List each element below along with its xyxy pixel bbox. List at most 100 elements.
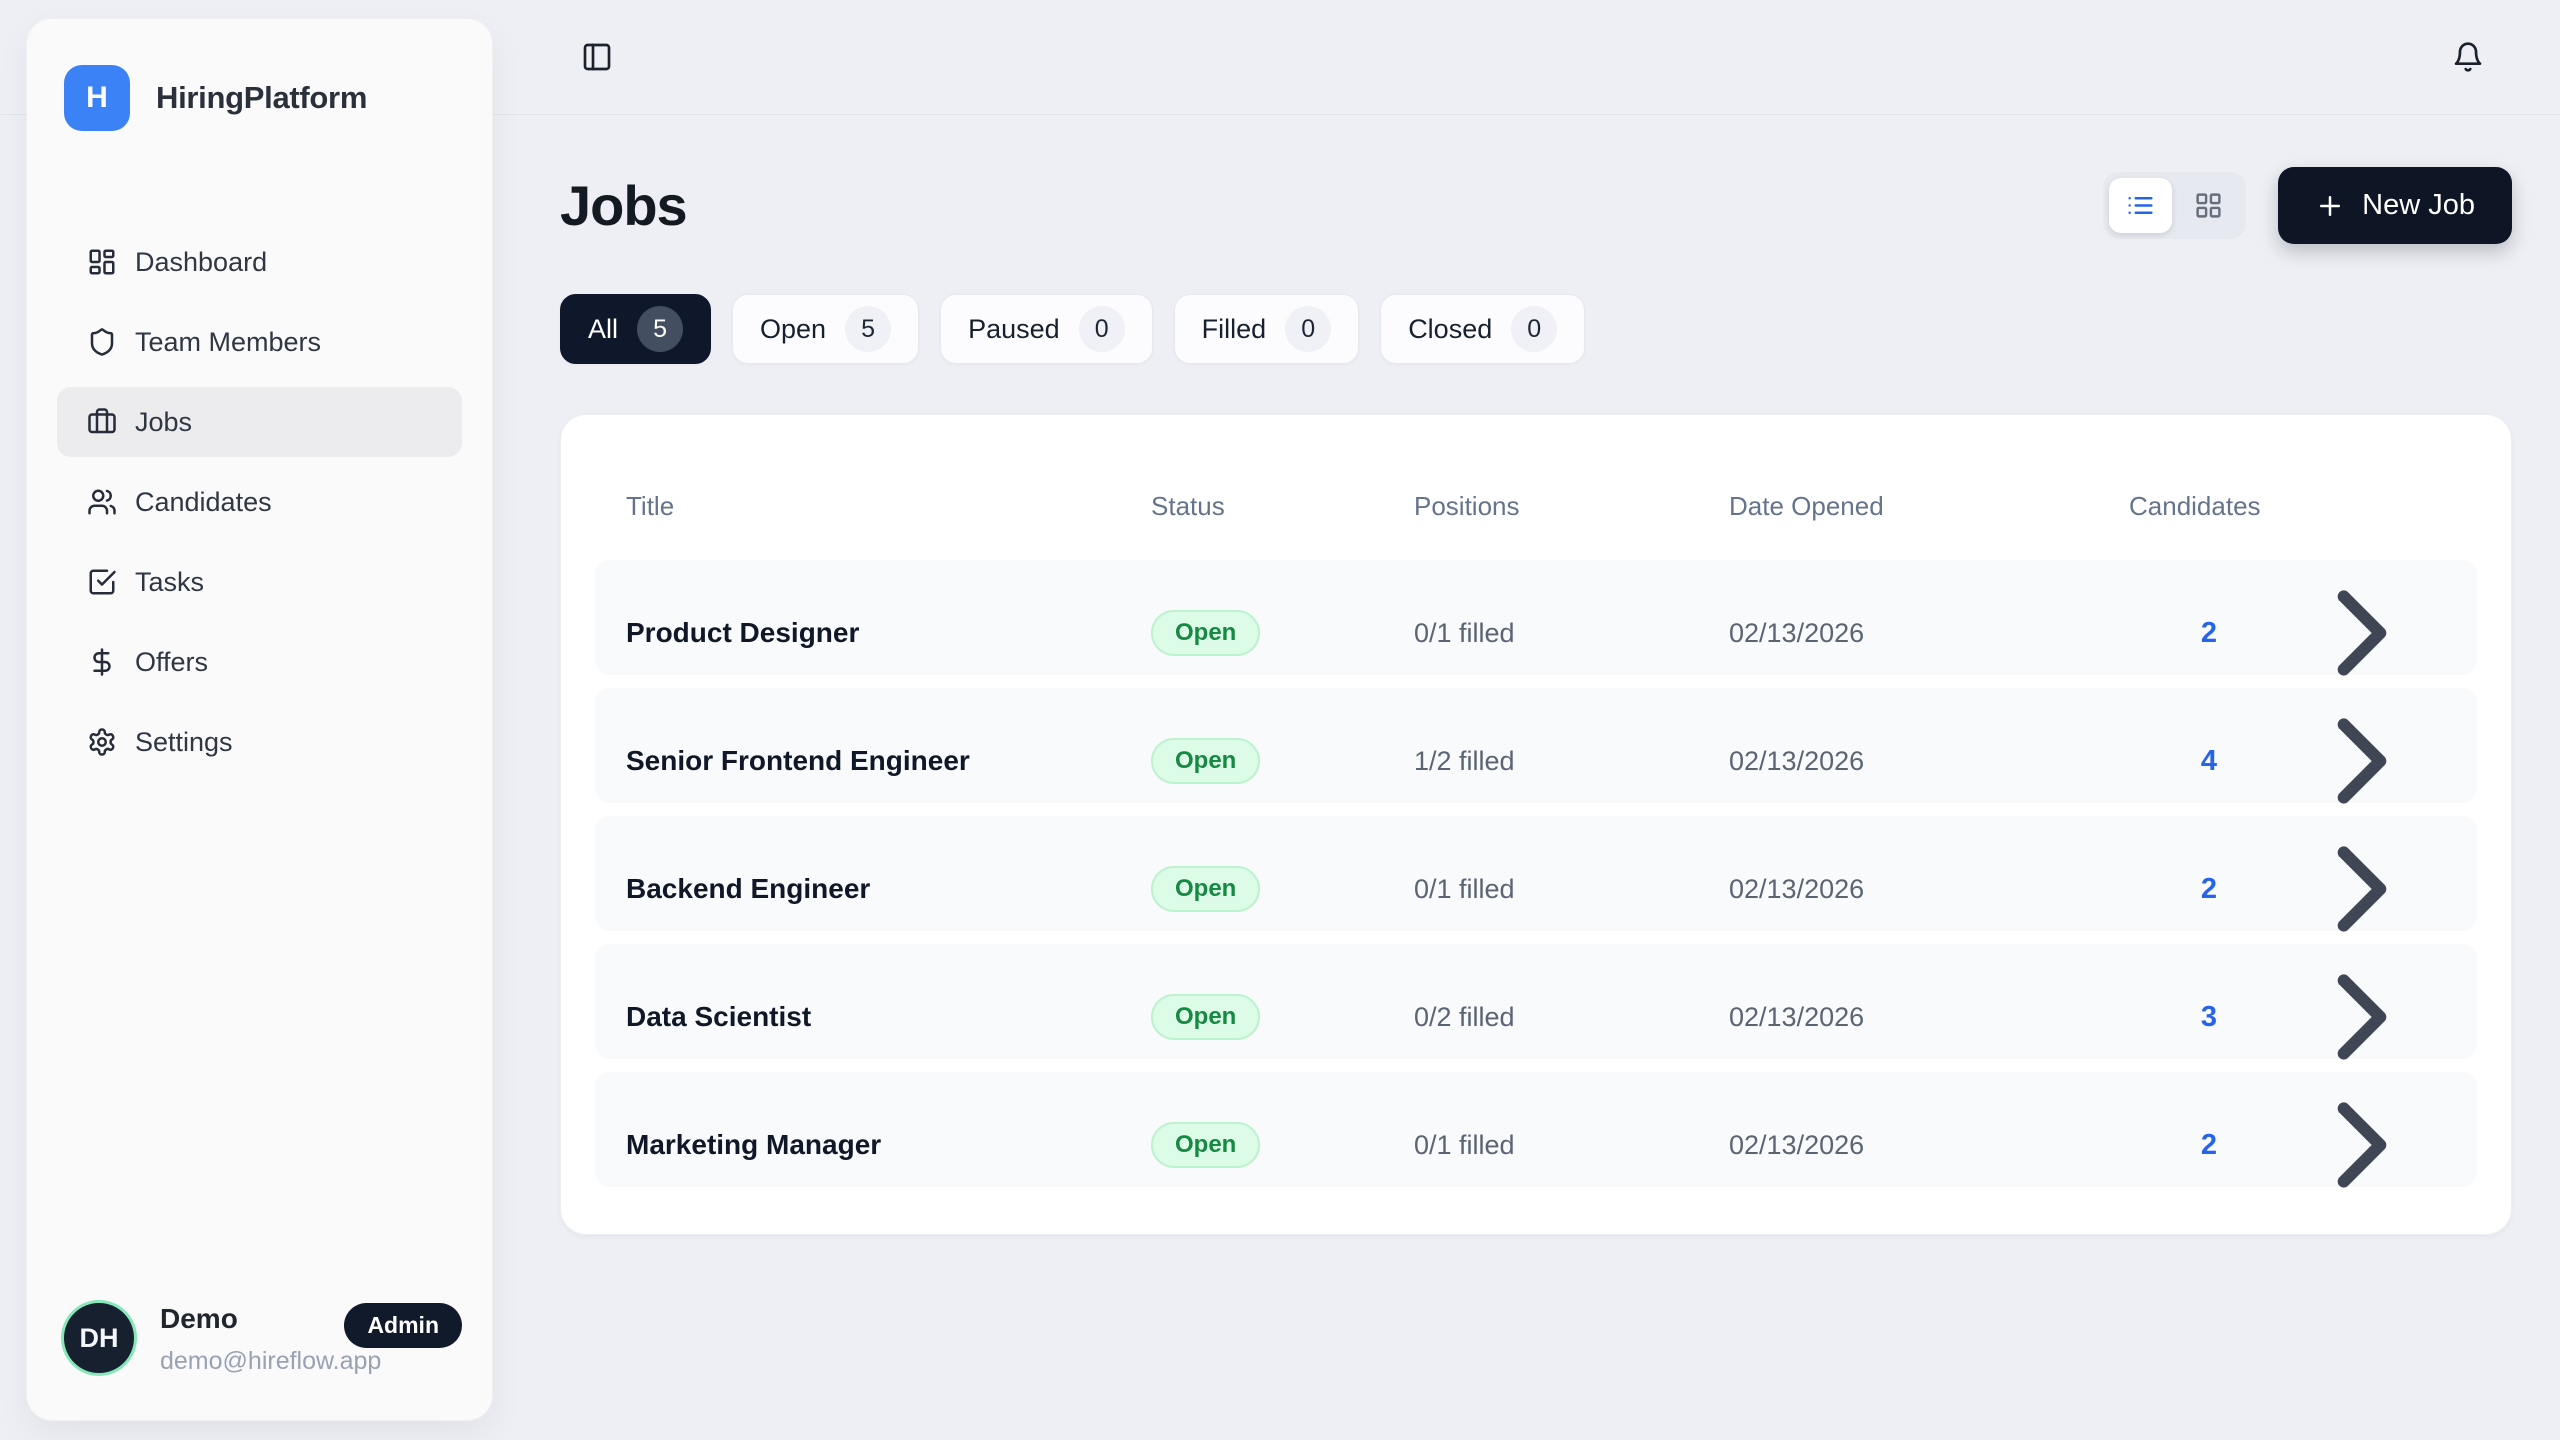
role-badge: Admin bbox=[344, 1303, 462, 1348]
notifications-button[interactable] bbox=[2446, 35, 2490, 79]
row-open-button[interactable] bbox=[2289, 1072, 2477, 1218]
table-header: Title Status Positions Date Opened Candi… bbox=[595, 449, 2477, 560]
briefcase-icon bbox=[87, 407, 117, 437]
filter-tab-open[interactable]: Open 5 bbox=[732, 294, 920, 364]
status-badge: Open bbox=[1151, 610, 1261, 656]
new-job-button[interactable]: New Job bbox=[2278, 167, 2512, 244]
filter-tab-filled[interactable]: Filled 0 bbox=[1173, 294, 1360, 364]
status-cell: Open bbox=[1151, 738, 1261, 784]
user-name: Demo bbox=[160, 1303, 238, 1334]
sidebar-item-label: Tasks bbox=[135, 566, 205, 597]
jobs-table-card: Title Status Positions Date Opened Candi… bbox=[560, 414, 2512, 1235]
column-header-positions: Positions bbox=[1414, 491, 1520, 521]
status-badge: Open bbox=[1151, 1122, 1261, 1168]
status-cell: Open bbox=[1151, 994, 1261, 1040]
chevron-right-icon bbox=[2289, 1072, 2435, 1218]
job-title: Backend Engineer bbox=[626, 873, 871, 904]
settings-icon bbox=[87, 727, 117, 757]
status-badge: Open bbox=[1151, 994, 1261, 1040]
positions-cell: 1/2 filled bbox=[1414, 745, 1515, 776]
job-row-marketing-manager[interactable]: Marketing Manager Open 0/1 filled 02/13/… bbox=[595, 1072, 2477, 1188]
chevron-right-icon bbox=[2289, 688, 2435, 834]
sidebar: H HiringPlatform Dashboard Team Members … bbox=[26, 18, 493, 1421]
filter-tab-all[interactable]: All 5 bbox=[560, 294, 712, 364]
filter-tab-paused[interactable]: Paused 0 bbox=[940, 294, 1153, 364]
job-row-product-designer[interactable]: Product Designer Open 0/1 filled 02/13/2… bbox=[595, 560, 2477, 676]
sidebar-toggle-button[interactable] bbox=[575, 35, 619, 79]
sidebar-item-label: Jobs bbox=[135, 406, 193, 437]
job-row-data-scientist[interactable]: Data Scientist Open 0/2 filled 02/13/202… bbox=[595, 944, 2477, 1060]
sidebar-item-tasks[interactable]: Tasks bbox=[57, 547, 462, 617]
sidebar-item-label: Dashboard bbox=[135, 246, 268, 277]
filter-tab-label: Paused bbox=[968, 313, 1060, 344]
avatar: DH bbox=[64, 1303, 134, 1373]
candidates-count[interactable]: 2 bbox=[2200, 872, 2218, 905]
date-opened-cell: 02/13/2026 bbox=[1729, 873, 1865, 904]
row-open-button[interactable] bbox=[2289, 944, 2477, 1090]
sidebar-item-dashboard[interactable]: Dashboard bbox=[57, 227, 462, 297]
date-opened-cell: 02/13/2026 bbox=[1729, 745, 1865, 776]
row-open-button[interactable] bbox=[2289, 688, 2477, 834]
job-title: Product Designer bbox=[626, 617, 860, 648]
filter-tab-count: 0 bbox=[1511, 306, 1558, 352]
filter-tab-count: 5 bbox=[637, 306, 684, 352]
bell-icon bbox=[2452, 41, 2484, 73]
sidebar-item-label: Candidates bbox=[135, 486, 272, 517]
status-badge: Open bbox=[1151, 866, 1261, 912]
column-header-date-opened: Date Opened bbox=[1729, 491, 1884, 521]
user-meta: Demo demo@hireflow.app bbox=[160, 1301, 381, 1376]
candidates-count[interactable]: 4 bbox=[2200, 744, 2218, 777]
filter-tab-label: Filled bbox=[1201, 313, 1267, 344]
status-cell: Open bbox=[1151, 610, 1261, 656]
filter-tab-label: Closed bbox=[1408, 313, 1493, 344]
job-row-backend-engineer[interactable]: Backend Engineer Open 0/1 filled 02/13/2… bbox=[595, 816, 2477, 932]
candidates-count[interactable]: 2 bbox=[2200, 1128, 2218, 1161]
status-cell: Open bbox=[1151, 866, 1261, 912]
candidates-count[interactable]: 2 bbox=[2200, 616, 2218, 649]
sidebar-item-label: Team Members bbox=[135, 326, 322, 357]
positions-cell: 0/2 filled bbox=[1414, 1001, 1515, 1032]
list-view-icon bbox=[2126, 191, 2155, 220]
positions-cell: 0/1 filled bbox=[1414, 617, 1515, 648]
shield-icon bbox=[87, 327, 117, 357]
status-badge: Open bbox=[1151, 738, 1261, 784]
sidebar-item-offers[interactable]: Offers bbox=[57, 627, 462, 697]
sidebar-item-team-members[interactable]: Team Members bbox=[57, 307, 462, 377]
date-opened-cell: 02/13/2026 bbox=[1729, 1129, 1865, 1160]
sidebar-item-candidates[interactable]: Candidates bbox=[57, 467, 462, 537]
job-title: Senior Frontend Engineer bbox=[626, 745, 970, 776]
list-view-button[interactable] bbox=[2109, 178, 2173, 233]
column-header-candidates: Candidates bbox=[2129, 491, 2261, 521]
brand: H HiringPlatform bbox=[57, 65, 462, 131]
filter-tab-count: 5 bbox=[845, 306, 892, 352]
candidates-count[interactable]: 3 bbox=[2200, 1000, 2218, 1033]
date-opened-cell: 02/13/2026 bbox=[1729, 617, 1865, 648]
job-row-senior-frontend-engineer[interactable]: Senior Frontend Engineer Open 1/2 filled… bbox=[595, 688, 2477, 804]
view-toggle bbox=[2103, 172, 2247, 239]
sidebar-nav: Dashboard Team Members Jobs Candidates T… bbox=[57, 227, 462, 777]
status-cell: Open bbox=[1151, 1122, 1261, 1168]
chevron-right-icon bbox=[2289, 816, 2435, 962]
app-logo: H bbox=[64, 65, 130, 131]
grid-view-button[interactable] bbox=[2177, 178, 2240, 233]
grid-view-icon bbox=[2194, 191, 2223, 220]
column-header-status: Status bbox=[1151, 491, 1225, 521]
filter-tab-count: 0 bbox=[1078, 306, 1125, 352]
sidebar-item-jobs[interactable]: Jobs bbox=[57, 387, 462, 457]
row-open-button[interactable] bbox=[2289, 560, 2477, 706]
status-filters: All 5 Open 5 Paused 0 Filled 0 Closed 0 bbox=[560, 294, 2512, 364]
new-job-label: New Job bbox=[2362, 189, 2475, 221]
sidebar-item-label: Settings bbox=[135, 726, 233, 757]
check-square-icon bbox=[87, 567, 117, 597]
row-open-button[interactable] bbox=[2289, 816, 2477, 962]
top-bar bbox=[0, 0, 2560, 115]
layout-dashboard-icon bbox=[87, 247, 117, 277]
user-card[interactable]: DH Demo demo@hireflow.app Admin bbox=[64, 1301, 462, 1376]
sidebar-item-label: Offers bbox=[135, 646, 209, 677]
filter-tab-closed[interactable]: Closed 0 bbox=[1380, 294, 1586, 364]
panel-left-icon bbox=[581, 41, 613, 73]
users-icon bbox=[87, 487, 117, 517]
main-content: Jobs New Job All 5 Open bbox=[493, 115, 2560, 1440]
sidebar-item-settings[interactable]: Settings bbox=[57, 707, 462, 777]
date-opened-cell: 02/13/2026 bbox=[1729, 1001, 1865, 1032]
